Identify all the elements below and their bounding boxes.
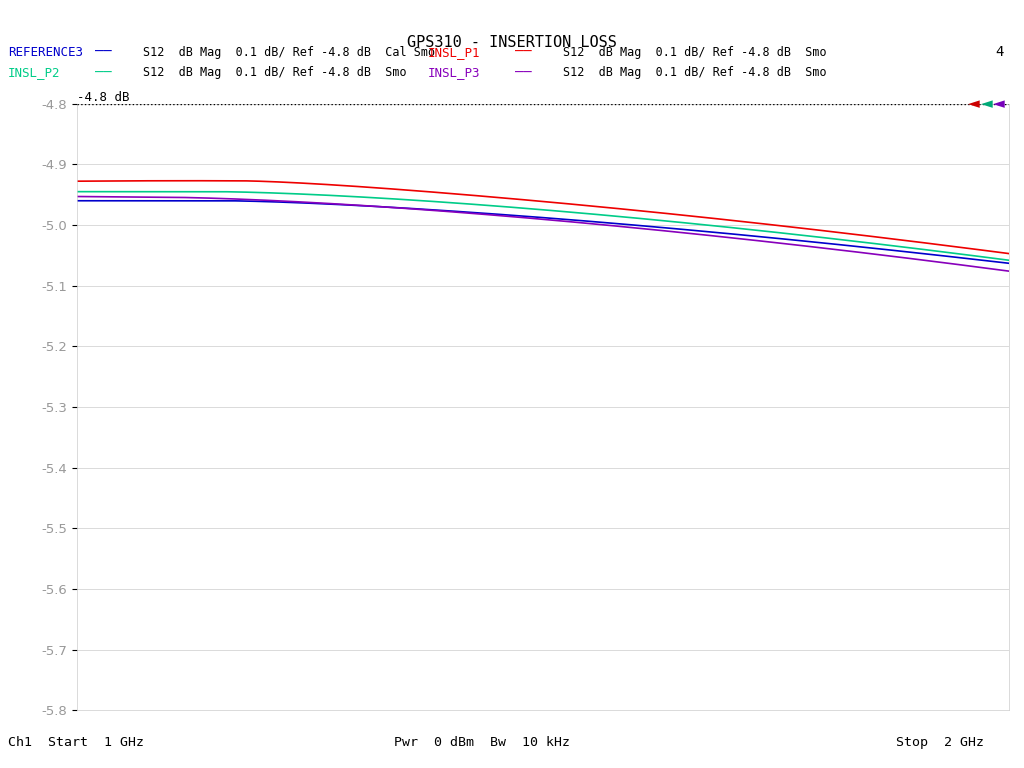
Text: ◄: ◄	[981, 96, 992, 111]
Text: ——: ——	[515, 45, 531, 59]
Text: REFERENCE3: REFERENCE3	[8, 46, 83, 58]
Text: S12  dB Mag  0.1 dB/ Ref -4.8 dB  Smo: S12 dB Mag 0.1 dB/ Ref -4.8 dB Smo	[563, 67, 826, 79]
Text: Stop  2 GHz: Stop 2 GHz	[896, 736, 984, 749]
Text: S12  dB Mag  0.1 dB/ Ref -4.8 dB  Cal Smo: S12 dB Mag 0.1 dB/ Ref -4.8 dB Cal Smo	[143, 46, 435, 58]
Text: ——: ——	[515, 66, 531, 80]
Text: S12  dB Mag  0.1 dB/ Ref -4.8 dB  Smo: S12 dB Mag 0.1 dB/ Ref -4.8 dB Smo	[143, 67, 407, 79]
Text: Ch1  Start  1 GHz: Ch1 Start 1 GHz	[8, 736, 144, 749]
Text: INSL_P1: INSL_P1	[428, 46, 480, 58]
Text: GPS310 - INSERTION LOSS: GPS310 - INSERTION LOSS	[408, 35, 616, 50]
Text: -4.8 dB: -4.8 dB	[77, 91, 129, 104]
Text: Pwr  0 dBm  Bw  10 kHz: Pwr 0 dBm Bw 10 kHz	[394, 736, 570, 749]
Text: 4: 4	[995, 45, 1004, 59]
Text: INSL_P2: INSL_P2	[8, 67, 60, 79]
Text: ◄: ◄	[993, 96, 1005, 111]
Text: INSL_P3: INSL_P3	[428, 67, 480, 79]
Text: ——: ——	[95, 45, 112, 59]
Text: ◄: ◄	[968, 96, 979, 111]
Text: ——: ——	[95, 66, 112, 80]
Text: S12  dB Mag  0.1 dB/ Ref -4.8 dB  Smo: S12 dB Mag 0.1 dB/ Ref -4.8 dB Smo	[563, 46, 826, 58]
